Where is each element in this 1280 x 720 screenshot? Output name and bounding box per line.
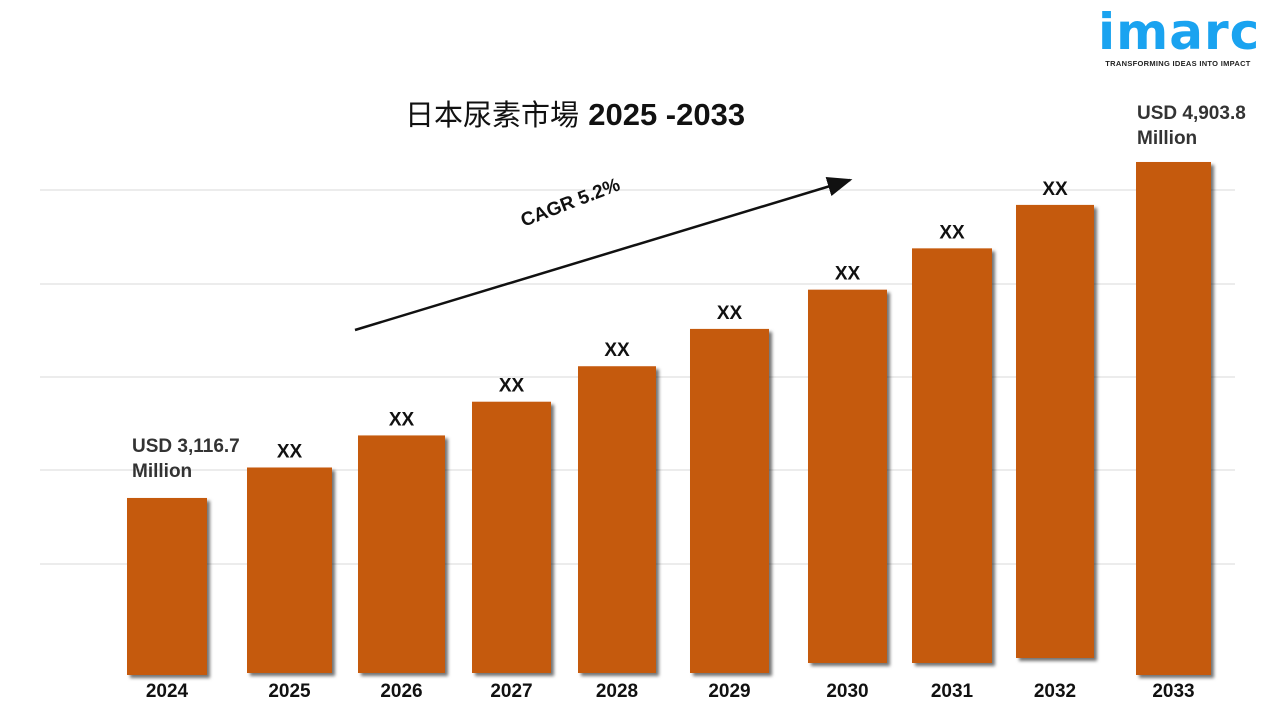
x-tick-label: 2031: [931, 681, 974, 702]
cagr-arrow: [354, 176, 853, 332]
start-value: USD 3,116.7: [132, 436, 240, 457]
x-tick-label: 2025: [268, 681, 311, 702]
bar-2031: [912, 248, 992, 664]
start-unit: Million: [132, 461, 193, 482]
bar-2032: [1016, 204, 1094, 658]
bar-2030: [808, 289, 887, 663]
bar-2027: [472, 401, 551, 673]
data-label: XX: [499, 376, 525, 397]
bar-2024: [127, 497, 207, 675]
imarc-logo: imarc TRANSFORMING IDEAS INTO IMPACT: [1098, 3, 1261, 68]
bar-2026: [358, 435, 445, 673]
data-label: XX: [939, 222, 965, 243]
x-tick-label: 2026: [380, 681, 422, 702]
x-tick-label: 2027: [490, 681, 532, 702]
bar-2029: [690, 328, 769, 673]
x-tick-label: 2029: [708, 681, 750, 702]
end-unit: Million: [1137, 128, 1198, 149]
x-tick-label: 2030: [826, 681, 868, 702]
end-value-annotation: USD 4,903.8 Million: [1137, 101, 1246, 151]
logo-word: imarc: [1098, 3, 1261, 61]
logo-tagline: TRANSFORMING IDEAS INTO IMPACT: [1105, 59, 1251, 68]
title-years: 2025 -2033: [588, 97, 746, 132]
x-tick-label: 2032: [1034, 681, 1076, 702]
data-label: XX: [277, 441, 303, 462]
x-tick-label: 2024: [146, 681, 189, 702]
bar-2033: [1136, 161, 1211, 675]
bar-2025: [247, 467, 332, 673]
x-tick-label: 2033: [1152, 681, 1194, 702]
title-text: 日本尿素市場: [405, 98, 580, 132]
data-label: XX: [1042, 179, 1068, 200]
bar-2028: [578, 366, 656, 673]
data-label: XX: [604, 340, 630, 361]
data-label: XX: [389, 409, 415, 430]
x-tick-label: 2028: [596, 681, 638, 702]
data-label: XX: [717, 303, 743, 324]
end-value: USD 4,903.8: [1137, 103, 1246, 124]
start-value-annotation: USD 3,116.7 Million: [132, 434, 240, 484]
chart-title: 日本尿素市場 2025 -2033: [405, 92, 745, 134]
data-label: XX: [835, 264, 861, 285]
